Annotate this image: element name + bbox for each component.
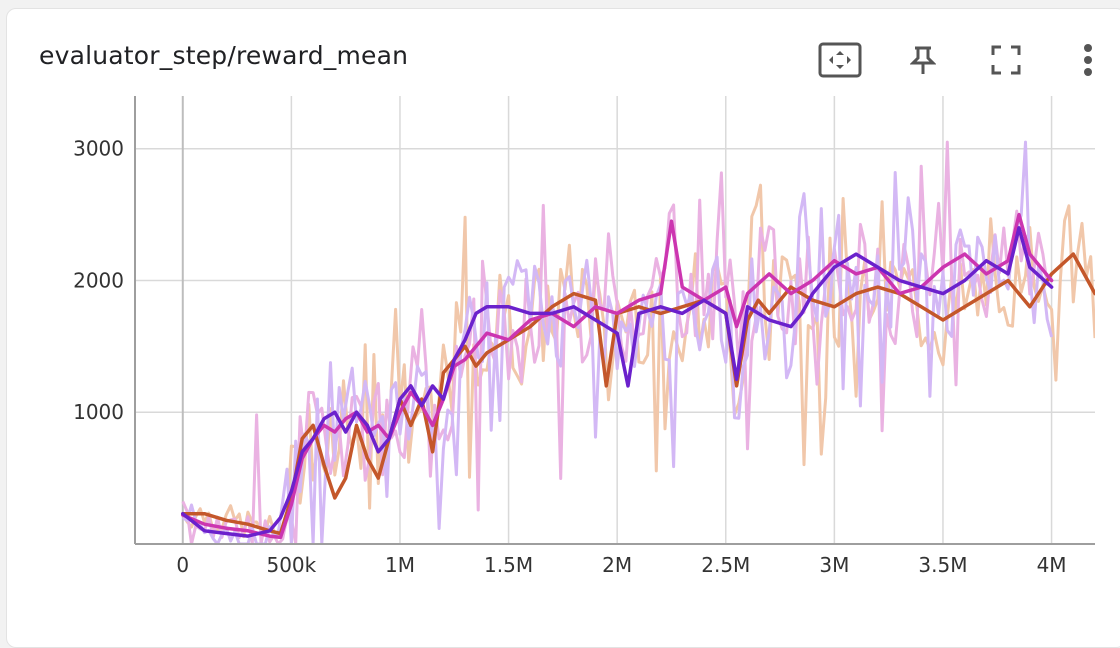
- more-options-button[interactable]: [1063, 35, 1113, 85]
- x-tick-label: 0: [176, 553, 189, 577]
- series-0-raw-line: [181, 183, 1095, 539]
- series-2-line[interactable]: [181, 226, 1054, 538]
- y-tick-label: 1000: [73, 400, 124, 424]
- fullscreen-button[interactable]: [981, 35, 1031, 85]
- more-vert-icon: [1083, 43, 1093, 77]
- x-tick-label: 2M: [602, 553, 632, 577]
- x-tick-label: 500k: [266, 553, 316, 577]
- x-tick-label: 3M: [819, 553, 849, 577]
- x-tick-label: 2.5M: [701, 553, 750, 577]
- fit-domain-button[interactable]: [815, 35, 865, 85]
- series-1-line[interactable]: [181, 212, 1054, 540]
- fit-domain-icon: [818, 42, 862, 78]
- y-tick-label: 3000: [73, 137, 124, 161]
- pin-icon: [910, 45, 936, 75]
- x-tick-label: 3.5M: [918, 553, 967, 577]
- axes: 0 500k 1M 1.5M 2M 2.5M 3M 3.5M 4M 1000 2000 3000: [73, 96, 1095, 577]
- x-tick-label: 1M: [385, 553, 415, 577]
- chart-title: evaluator_step/reward_mean: [39, 41, 409, 70]
- raw-series-layer: [181, 140, 1095, 544]
- series-0-line[interactable]: [181, 252, 1095, 536]
- pin-button[interactable]: [898, 35, 948, 85]
- fullscreen-icon: [991, 45, 1021, 75]
- y-tick-label: 2000: [73, 268, 124, 292]
- smoothed-series-layer: [181, 212, 1095, 540]
- x-tick-label: 4M: [1037, 553, 1067, 577]
- x-tick-label: 1.5M: [484, 553, 533, 577]
